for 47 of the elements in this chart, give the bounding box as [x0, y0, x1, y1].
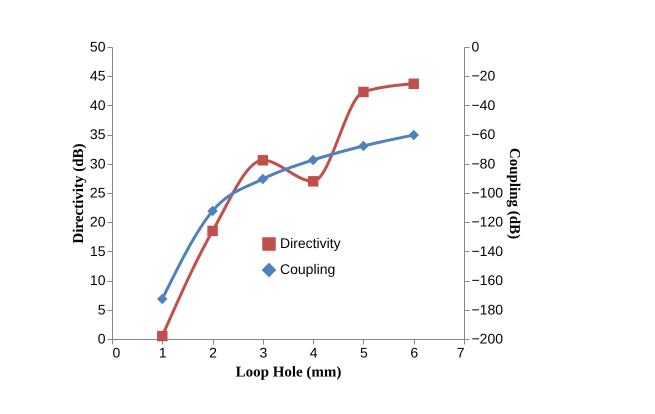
y2-tick-label: −160	[472, 272, 504, 288]
y-tick-label: 0	[98, 330, 106, 346]
x-tick-label: 4	[310, 344, 318, 360]
y2-tick-label: −60	[472, 126, 496, 142]
x-tick-label: 3	[259, 344, 268, 360]
x-tick-label: 1	[158, 344, 167, 360]
y2-tick-label: −120	[472, 214, 504, 230]
point	[157, 330, 168, 342]
x-tick-label: 2	[209, 344, 218, 360]
y-tick-label: 5	[98, 301, 106, 318]
point	[258, 155, 268, 166]
y-tick-label: 25	[90, 184, 106, 200]
point	[308, 176, 318, 187]
point	[207, 226, 218, 236]
y2-tick-label: −180	[472, 301, 504, 318]
y2-tick-label: −80	[472, 155, 496, 172]
y-tick-label: 35	[90, 126, 106, 142]
y-tick-label: 30	[90, 155, 106, 172]
y2-tick-label: −200	[472, 330, 504, 346]
legend-label: Coupling	[280, 261, 336, 277]
y2-tick-label: −20	[472, 68, 496, 84]
y-tick-label: 10	[90, 272, 106, 288]
x-tick-label: 5	[360, 344, 368, 360]
y2-axis-title: Coupling (dB)	[506, 148, 522, 240]
x-tick-label: 7	[456, 344, 465, 360]
y2-tick-label: −40	[472, 96, 496, 113]
y-tick-label: 45	[90, 68, 106, 84]
y-tick-label: 50	[90, 38, 106, 54]
x-tick-label: 6	[410, 344, 418, 360]
legend-label: Directivity	[280, 235, 341, 251]
point	[258, 174, 268, 184]
point	[358, 140, 369, 152]
point	[358, 86, 369, 98]
y2-tick-label: −100	[472, 184, 504, 200]
y-tick-label: 20	[90, 214, 106, 230]
point	[157, 294, 168, 304]
y2-tick-label: −140	[472, 242, 504, 259]
point	[308, 154, 318, 166]
y-axis-title: Directivity (dB)	[70, 143, 87, 244]
point	[408, 130, 419, 140]
x-tick-label: 0	[112, 344, 120, 360]
point	[207, 206, 218, 216]
y-tick-label: 15	[90, 242, 106, 259]
y2-tick-label: 0	[472, 38, 480, 54]
y-tick-label: 40	[90, 96, 106, 113]
point	[408, 78, 419, 90]
x-axis-title: Loop Hole (mm)	[236, 364, 342, 380]
